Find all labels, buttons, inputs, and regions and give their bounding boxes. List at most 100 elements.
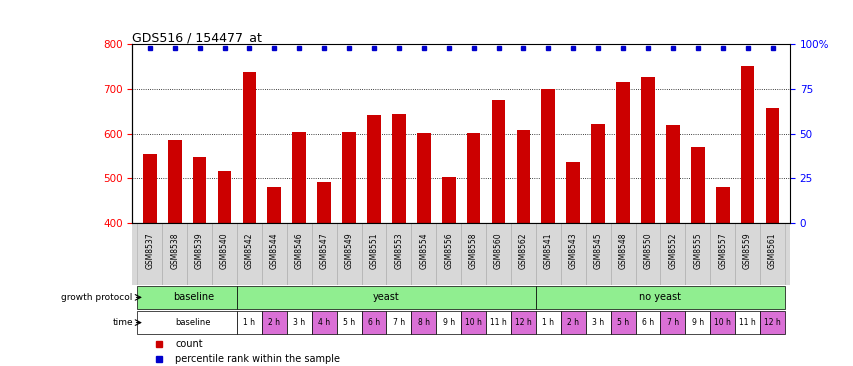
Bar	[541, 89, 554, 223]
Bar	[287, 311, 311, 334]
Bar	[461, 223, 485, 285]
Bar	[242, 72, 256, 223]
Bar	[392, 114, 405, 223]
Bar	[536, 223, 560, 285]
Bar	[715, 187, 728, 223]
Bar	[585, 223, 610, 285]
Text: GSM8562: GSM8562	[519, 232, 527, 269]
Bar	[510, 311, 536, 334]
Bar	[610, 223, 635, 285]
Bar	[765, 108, 779, 223]
Text: GSM8546: GSM8546	[294, 232, 304, 269]
Text: time: time	[112, 318, 133, 327]
Bar	[441, 176, 455, 223]
Text: count: count	[175, 339, 202, 349]
Bar	[436, 311, 461, 334]
Bar	[267, 187, 281, 223]
Text: GSM8542: GSM8542	[245, 232, 253, 269]
Text: GSM8541: GSM8541	[543, 232, 552, 269]
Bar	[659, 311, 685, 334]
Bar	[411, 311, 436, 334]
Text: GSM8544: GSM8544	[270, 232, 279, 269]
Bar	[212, 223, 237, 285]
Bar	[361, 223, 386, 285]
Text: 10 h: 10 h	[465, 318, 481, 327]
Bar	[162, 223, 187, 285]
Text: 2 h: 2 h	[566, 318, 578, 327]
Bar	[292, 132, 305, 223]
Bar	[510, 223, 536, 285]
Bar	[485, 223, 510, 285]
Text: 4 h: 4 h	[317, 318, 330, 327]
Text: 2 h: 2 h	[268, 318, 280, 327]
Text: 3 h: 3 h	[293, 318, 305, 327]
Bar	[616, 82, 630, 223]
Text: 1 h: 1 h	[542, 318, 554, 327]
Text: GSM8556: GSM8556	[444, 232, 453, 269]
Text: 6 h: 6 h	[368, 318, 380, 327]
Text: 12 h: 12 h	[763, 318, 780, 327]
Bar	[342, 132, 356, 223]
Text: GSM8550: GSM8550	[642, 232, 652, 269]
Bar	[710, 223, 734, 285]
Text: GSM8540: GSM8540	[220, 232, 229, 269]
Bar	[237, 286, 536, 309]
Text: 7 h: 7 h	[666, 318, 678, 327]
Text: GSM8539: GSM8539	[194, 232, 204, 269]
Bar	[187, 223, 212, 285]
Bar	[218, 171, 231, 223]
Bar	[734, 223, 759, 285]
Bar	[137, 223, 162, 285]
Bar	[142, 154, 156, 223]
Bar	[685, 311, 710, 334]
Bar	[516, 130, 530, 223]
Bar	[590, 124, 604, 223]
Bar	[491, 100, 505, 223]
Text: baseline: baseline	[176, 318, 211, 327]
Bar	[168, 140, 182, 223]
Text: 7 h: 7 h	[392, 318, 404, 327]
Text: GSM8537: GSM8537	[145, 232, 154, 269]
Bar	[759, 223, 784, 285]
Text: no yeast: no yeast	[639, 292, 681, 302]
Text: GSM8557: GSM8557	[717, 232, 727, 269]
Bar	[560, 223, 585, 285]
Text: GSM8547: GSM8547	[319, 232, 328, 269]
Bar	[416, 133, 430, 223]
Text: percentile rank within the sample: percentile rank within the sample	[175, 354, 339, 364]
Text: growth protocol: growth protocol	[61, 293, 133, 302]
Text: yeast: yeast	[373, 292, 399, 302]
Text: GSM8551: GSM8551	[369, 232, 378, 269]
Text: 10 h: 10 h	[713, 318, 730, 327]
Bar	[262, 223, 287, 285]
Text: GSM8538: GSM8538	[170, 232, 179, 269]
Text: GSM8560: GSM8560	[493, 232, 502, 269]
Bar	[690, 147, 704, 223]
Text: 8 h: 8 h	[417, 318, 429, 327]
Bar	[336, 311, 361, 334]
Text: baseline: baseline	[172, 292, 214, 302]
Text: GSM8555: GSM8555	[693, 232, 701, 269]
Bar	[740, 66, 753, 223]
Bar	[311, 223, 336, 285]
Bar	[536, 311, 560, 334]
Bar	[485, 311, 510, 334]
Bar	[287, 223, 311, 285]
Text: 1 h: 1 h	[243, 318, 255, 327]
Bar	[137, 311, 237, 334]
Bar	[566, 162, 579, 223]
Text: 5 h: 5 h	[616, 318, 629, 327]
Text: GSM8559: GSM8559	[742, 232, 751, 269]
Bar	[361, 311, 386, 334]
Bar	[641, 76, 654, 223]
Text: 9 h: 9 h	[691, 318, 703, 327]
Bar	[411, 223, 436, 285]
Bar	[665, 124, 679, 223]
Bar	[610, 311, 635, 334]
Text: GSM8552: GSM8552	[668, 232, 676, 269]
Text: 12 h: 12 h	[514, 318, 531, 327]
Bar	[734, 311, 759, 334]
Bar	[436, 223, 461, 285]
Text: GSM8548: GSM8548	[618, 232, 627, 269]
Bar	[262, 311, 287, 334]
